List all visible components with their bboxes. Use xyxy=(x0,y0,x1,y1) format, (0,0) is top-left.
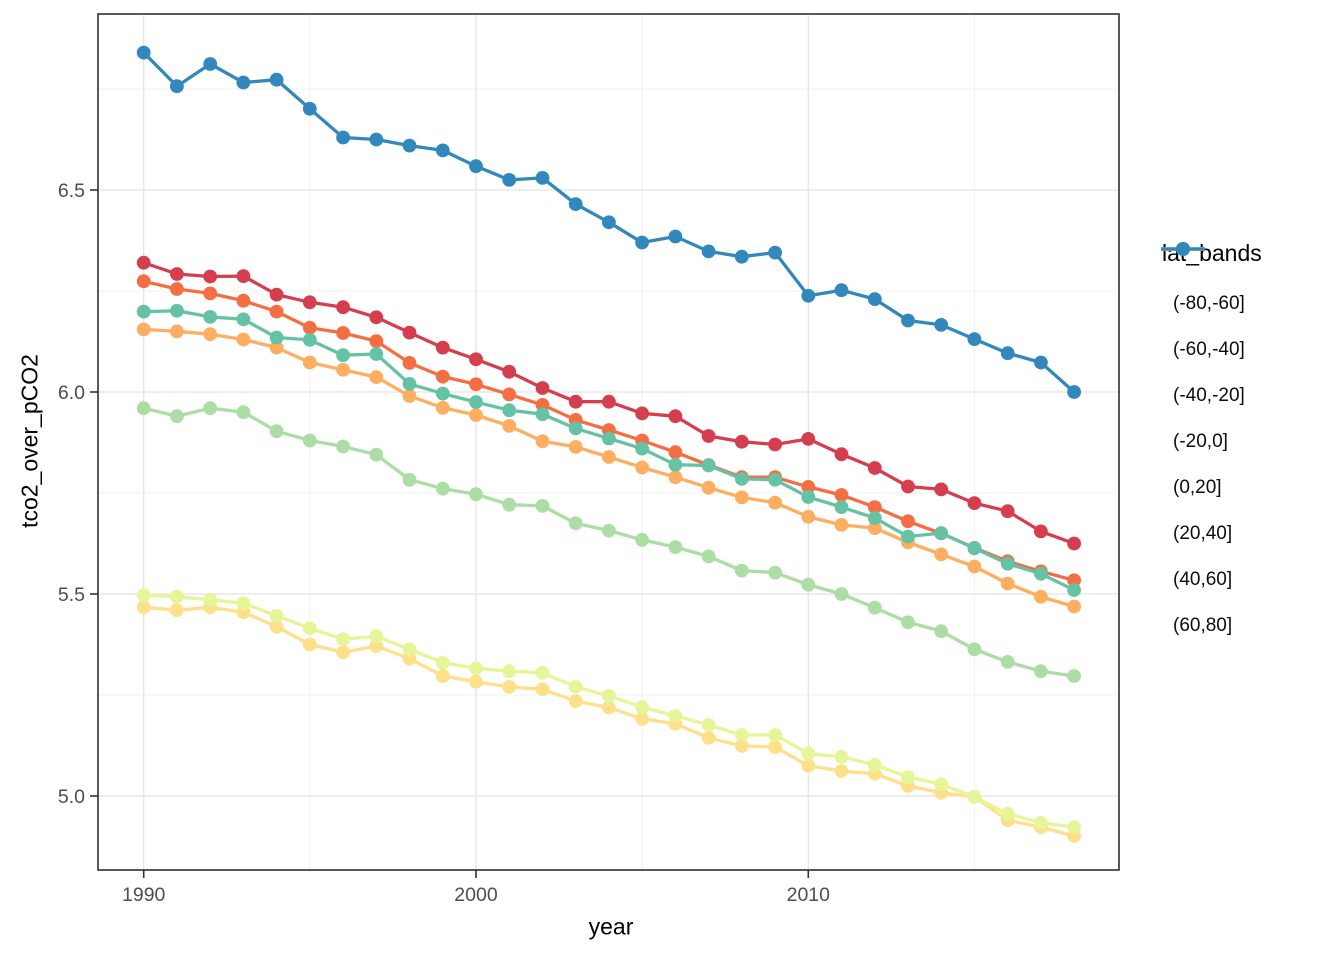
legend-entry: (-40,-20] xyxy=(1160,242,1342,419)
legend-entry: (20,40] xyxy=(1160,242,1342,557)
legend-entry: (0,20] xyxy=(1160,242,1342,511)
svg-text:1990: 1990 xyxy=(122,884,166,906)
svg-text:5.0: 5.0 xyxy=(58,786,85,808)
legend-entry: (-80,-60] xyxy=(1160,242,1342,327)
y-axis-title: tco2_over_pCO2 xyxy=(16,354,43,528)
svg-text:5.5: 5.5 xyxy=(58,584,85,606)
legend-entry-label: (-60,-40] xyxy=(1173,339,1245,360)
svg-text:6.0: 6.0 xyxy=(58,382,85,404)
legend-entry-label: (-80,-60] xyxy=(1173,293,1245,314)
legend-entry-label: (-20,0] xyxy=(1173,431,1228,452)
legend-entry-label: (-40,-20] xyxy=(1173,385,1245,406)
legend-entry: (-60,-40] xyxy=(1160,242,1342,373)
svg-text:2000: 2000 xyxy=(454,884,498,906)
legend-entry-label: (40,60] xyxy=(1173,569,1233,590)
legend-entry-label: (0,20] xyxy=(1173,477,1222,498)
legend: lat_bands (-80,-60] (-60,-40] (-40,-20] … xyxy=(1160,240,1342,649)
legend-entry-label: (60,80] xyxy=(1173,615,1233,636)
legend-key-icon xyxy=(1161,242,1205,256)
legend-entry-label: (20,40] xyxy=(1173,523,1233,544)
svg-text:6.5: 6.5 xyxy=(58,180,85,202)
x-axis-title: year xyxy=(588,913,634,940)
legend-entries: (-80,-60] (-60,-40] (-40,-20] (-20,0] (0… xyxy=(1160,242,1342,649)
svg-text:2010: 2010 xyxy=(787,884,831,906)
legend-entry: (60,80] xyxy=(1160,242,1342,649)
legend-entry: (-20,0] xyxy=(1160,242,1342,465)
legend-entry: (40,60] xyxy=(1160,242,1342,603)
